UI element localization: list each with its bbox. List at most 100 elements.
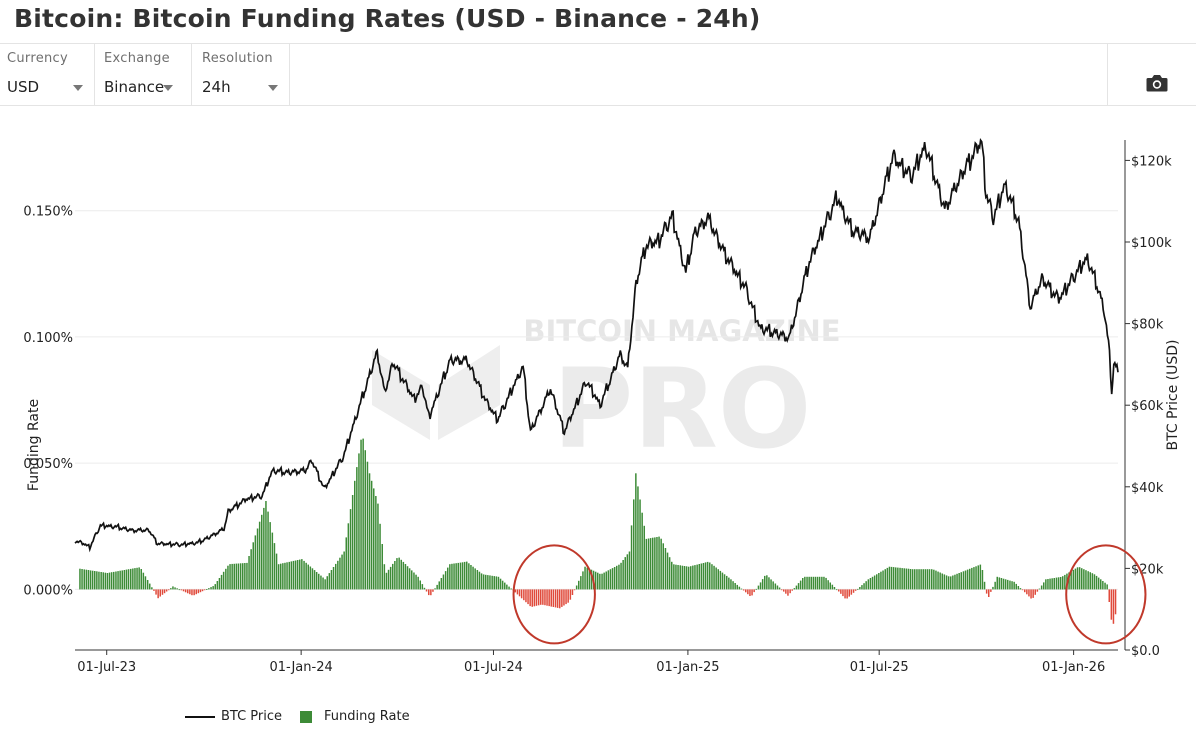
funding-bar xyxy=(603,572,605,590)
funding-bar xyxy=(366,461,369,590)
funding-bar xyxy=(895,567,897,590)
funding-bar xyxy=(869,578,872,590)
exchange-select[interactable]: Exchange Binance xyxy=(95,44,192,105)
funding-bar xyxy=(218,578,221,590)
funding-bar xyxy=(1047,579,1049,590)
funding-bar xyxy=(170,588,172,590)
funding-bar xyxy=(620,562,622,590)
funding-bar xyxy=(886,567,889,590)
funding-bar xyxy=(144,576,147,590)
funding-bar xyxy=(609,569,612,590)
funding-bar xyxy=(130,568,132,590)
funding-bar xyxy=(343,551,345,590)
funding-bar xyxy=(506,584,508,590)
funding-bar xyxy=(844,589,846,599)
funding-bar xyxy=(436,584,438,590)
funding-bar xyxy=(220,574,223,590)
legend-item-price[interactable]: BTC Price xyxy=(185,709,282,724)
funding-bar xyxy=(622,560,624,590)
currency-select[interactable]: Currency USD xyxy=(0,44,95,105)
funding-bar xyxy=(180,589,183,591)
btc-price-line xyxy=(74,137,1119,553)
funding-bar xyxy=(518,589,521,597)
funding-bar xyxy=(924,569,927,590)
funding-bar xyxy=(601,573,603,590)
funding-bar xyxy=(199,589,202,593)
watermark-pro: PRO xyxy=(553,345,812,473)
funding-bar xyxy=(267,511,269,590)
funding-bar xyxy=(155,589,157,595)
funding-series xyxy=(79,438,1117,624)
legend-item-funding[interactable]: Funding Rate xyxy=(300,709,410,724)
funding-bar xyxy=(328,573,331,590)
funding-bar xyxy=(852,589,855,593)
camera-icon[interactable] xyxy=(1146,74,1168,92)
funding-bar xyxy=(964,570,967,590)
page-title: Bitcoin: Bitcoin Funding Rates (USD - Bi… xyxy=(14,4,761,33)
funding-bar xyxy=(504,582,506,590)
funding-bar xyxy=(668,557,671,590)
funding-bar xyxy=(387,569,390,590)
funding-bar xyxy=(780,589,783,591)
funding-bar xyxy=(168,589,170,591)
funding-bar xyxy=(931,569,933,590)
highlight-circle xyxy=(1065,544,1147,645)
funding-bar xyxy=(880,571,882,590)
funding-bar xyxy=(1081,568,1083,590)
funding-bar xyxy=(1072,569,1075,590)
funding-bar xyxy=(590,569,593,590)
funding-bar xyxy=(434,588,436,590)
funding-bar xyxy=(1062,576,1064,590)
funding-bar xyxy=(713,565,715,590)
funding-bar xyxy=(1032,589,1034,598)
funding-bar xyxy=(182,589,185,592)
funding-bar xyxy=(335,563,337,590)
resolution-select[interactable]: Resolution 24h xyxy=(192,44,290,105)
tick-labels: 0.000% 0.050% 0.100% 0.150% $0.0 $20k $40k $60k… xyxy=(23,154,1172,675)
funding-bar xyxy=(1091,573,1094,590)
funding-bar xyxy=(673,564,675,590)
funding-bar xyxy=(626,554,629,590)
x-tick-label: 01-Jul-25 xyxy=(850,660,909,675)
funding-bar xyxy=(641,512,643,590)
funding-bar xyxy=(269,522,271,590)
funding-bar xyxy=(187,589,189,594)
funding-bar xyxy=(552,589,555,607)
funding-bar xyxy=(1110,589,1113,620)
funding-bar xyxy=(91,570,94,590)
funding-bar xyxy=(449,564,451,590)
funding-bar xyxy=(1000,578,1003,590)
funding-bar xyxy=(941,573,943,590)
funding-bar xyxy=(470,565,472,590)
funding-bar xyxy=(125,569,128,590)
funding-bar xyxy=(597,572,599,590)
funding-bar xyxy=(288,561,290,590)
funding-bar xyxy=(106,573,109,590)
funding-bar xyxy=(1019,588,1022,590)
funding-bar xyxy=(842,589,844,597)
funding-bar xyxy=(867,579,870,590)
funding-bar xyxy=(100,572,102,590)
funding-bar xyxy=(286,562,288,590)
x-tick-label: 01-Jan-25 xyxy=(656,660,719,675)
funding-bar xyxy=(835,589,838,591)
funding-bar xyxy=(337,560,339,590)
axes xyxy=(75,140,1126,651)
funding-bar xyxy=(808,576,810,590)
funding-bar xyxy=(461,562,464,590)
y-left-tick-label: 0.150% xyxy=(23,205,73,220)
y-right-tick-label: $120k xyxy=(1131,154,1172,169)
funding-bar xyxy=(1004,579,1007,590)
funding-bar xyxy=(776,585,779,590)
funding-bar xyxy=(227,565,229,590)
funding-bar xyxy=(554,589,557,608)
funding-bar xyxy=(580,576,582,590)
funding-bar xyxy=(988,589,990,597)
funding-bar xyxy=(332,567,335,590)
funding-bar xyxy=(140,569,142,590)
funding-bar xyxy=(821,576,823,590)
funding-bar xyxy=(239,563,242,590)
funding-bar xyxy=(214,584,216,590)
funding-bar xyxy=(394,561,396,590)
funding-bar xyxy=(79,568,81,590)
